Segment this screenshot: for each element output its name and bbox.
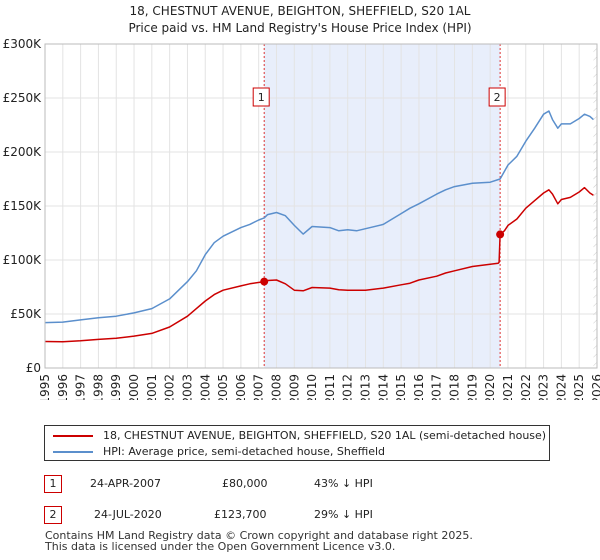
sale-badge — [252, 87, 270, 107]
x-tick-label: 2025 — [572, 374, 586, 400]
x-tick-label: 2006 — [234, 374, 248, 400]
x-tick-label: 2017 — [430, 374, 444, 400]
transaction-hpi-diff: 43% ↓ HPI — [314, 477, 373, 490]
x-tick-label: 2012 — [341, 374, 355, 400]
y-tick-label: £250K — [3, 91, 43, 105]
x-tick-label: 1996 — [56, 374, 70, 400]
chart-legend: 18, CHESTNUT AVENUE, BEIGHTON, SHEFFIELD… — [44, 425, 550, 461]
plot-border — [44, 43, 598, 369]
x-tick-label: 2002 — [163, 374, 177, 400]
x-tick-label: 2022 — [519, 374, 533, 400]
x-tick-label: 2019 — [465, 374, 479, 400]
y-tick-label: £200K — [3, 145, 43, 159]
x-tick-label: 2018 — [448, 374, 462, 400]
footer-line-1: Contains HM Land Registry data © Crown c… — [45, 529, 473, 542]
chart-subtitle: Price paid vs. HM Land Registry's House … — [128, 21, 472, 35]
x-tick-label: 1999 — [109, 374, 123, 400]
transaction-number-badge: 1 — [44, 475, 62, 493]
transaction-hpi-diff: 29% ↓ HPI — [314, 508, 373, 521]
transaction-row: 2 24-JUL-2020 £123,700 29% ↓ HPI — [0, 505, 600, 527]
legend-item-hpi: HPI: Average price, semi-detached house,… — [53, 445, 385, 458]
future-hatch-region — [593, 44, 597, 368]
x-tick-label: 2011 — [323, 374, 337, 400]
x-tick-label: 1997 — [74, 374, 88, 400]
x-tick-label: 2024 — [554, 374, 568, 400]
legend-label-hpi: HPI: Average price, semi-detached house,… — [103, 445, 386, 458]
legend-swatch-hpi — [53, 450, 93, 453]
legend-label-property: 18, CHESTNUT AVENUE, BEIGHTON, SHEFFIELD… — [103, 429, 547, 442]
x-tick-label: 2004 — [198, 374, 212, 400]
x-tick-label: 2016 — [412, 374, 426, 400]
sale-point — [260, 277, 269, 286]
x-tick-label: 2013 — [359, 374, 373, 400]
y-tick-label: £100K — [3, 253, 43, 267]
x-tick-label: 2000 — [127, 374, 141, 400]
x-tick-label: 2005 — [216, 374, 230, 400]
sale-badge-label: 2 — [494, 91, 501, 104]
x-tick-label: 1995 — [38, 374, 52, 400]
x-tick-label: 2026 — [590, 374, 600, 400]
y-tick-label: £150K — [3, 199, 43, 213]
transaction-price: £123,700 — [214, 508, 267, 521]
x-tick-label: 2015 — [394, 374, 408, 400]
x-tick-label: 2023 — [537, 374, 551, 400]
x-tick-label: 2007 — [252, 374, 266, 400]
hpi-line — [44, 110, 594, 324]
transaction-price: £80,000 — [222, 477, 268, 490]
y-tick-label: £0 — [26, 361, 41, 375]
y-tick-label: £300K — [3, 37, 43, 51]
x-tick-label: 2020 — [483, 374, 497, 400]
chart-title: 18, CHESTNUT AVENUE, BEIGHTON, SHEFFIELD… — [129, 4, 471, 18]
footer-notice: Contains HM Land Registry data © Crown c… — [45, 530, 473, 552]
x-tick-label: 1998 — [91, 374, 105, 400]
legend-swatch-property — [53, 434, 93, 437]
footer-line-2: This data is licensed under the Open Gov… — [45, 540, 396, 553]
transaction-number-badge: 2 — [44, 506, 62, 524]
sale-badge-label: 1 — [258, 91, 265, 104]
sale-badge — [488, 87, 506, 107]
transaction-date: 24-APR-2007 — [90, 477, 162, 490]
price-paid-line — [44, 186, 594, 343]
x-tick-label: 2009 — [287, 374, 301, 400]
x-tick-label: 2014 — [376, 374, 390, 400]
price-chart: 1 2 £0 £50K £100K £150K £200K £250K £300K 1995 199… — [3, 37, 600, 400]
x-tick-label: 2001 — [145, 374, 159, 400]
x-tick-label: 2003 — [180, 374, 194, 400]
sale-point — [496, 230, 505, 239]
transaction-date: 24-JUL-2020 — [94, 508, 162, 521]
x-tick-label: 2021 — [501, 374, 515, 400]
transaction-row: 1 24-APR-2007 £80,000 43% ↓ HPI — [0, 474, 600, 496]
x-tick-label: 2008 — [269, 374, 283, 400]
y-tick-label: £50K — [10, 307, 42, 321]
legend-item-property: 18, CHESTNUT AVENUE, BEIGHTON, SHEFFIELD… — [53, 429, 546, 442]
x-tick-label: 2010 — [305, 374, 319, 400]
